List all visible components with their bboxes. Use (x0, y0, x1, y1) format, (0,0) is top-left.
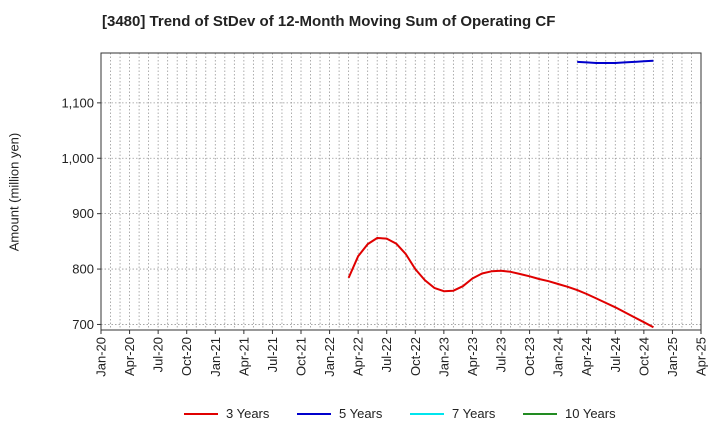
legend-label: 3 Years (226, 406, 270, 421)
x-tick-label: Oct-21 (294, 337, 309, 376)
grid (101, 53, 701, 330)
x-tick-label: Jul-24 (608, 337, 623, 372)
y-tick-label: 700 (72, 317, 94, 332)
x-tick-label: Apr-21 (236, 337, 251, 376)
legend-item: 7 Years (410, 406, 495, 421)
legend-item: 5 Years (297, 406, 382, 421)
x-tick-label: Apr-23 (465, 337, 480, 376)
x-tick-label: Jan-24 (551, 337, 566, 377)
x-tick-label: Apr-24 (579, 337, 594, 376)
legend-swatch (184, 412, 218, 415)
x-tick-label: Jan-22 (322, 337, 337, 377)
legend-swatch (523, 412, 557, 415)
x-tick-label: Oct-24 (636, 337, 651, 376)
x-tick-label: Jan-20 (94, 337, 109, 377)
x-tick-label: Apr-25 (694, 337, 709, 376)
x-tick-label: Apr-22 (351, 337, 366, 376)
legend: 3 Years 5 Years 7 Years 10 Years (0, 406, 720, 424)
x-tick-label: Oct-20 (179, 337, 194, 376)
series-line-3-years (347, 237, 654, 329)
x-tick-label: Jul-23 (494, 337, 509, 372)
legend-item: 10 Years (523, 406, 616, 421)
x-tick-label: Jul-22 (379, 337, 394, 372)
legend-swatch (410, 412, 444, 415)
y-tick-label: 800 (72, 262, 94, 277)
legend-label: 10 Years (565, 406, 616, 421)
x-tick-label: Jan-23 (436, 337, 451, 377)
legend-label: 5 Years (339, 406, 383, 421)
x-tick-label: Oct-22 (408, 337, 423, 376)
y-tick-label: 1,000 (61, 151, 94, 166)
plot-area-frame (100, 52, 702, 331)
ticks: 700 800 900 1,000 1,100 Jan-20 Apr-20 Jul-20 Oct… (61, 95, 708, 376)
x-tick-label: Apr-20 (122, 337, 137, 376)
legend-label: 7 Years (452, 406, 496, 421)
x-tick-label: Jul-21 (265, 337, 280, 372)
y-tick-label: 1,100 (61, 95, 94, 110)
legend-item: 3 Years (184, 406, 269, 421)
x-tick-label: Jan-21 (208, 337, 223, 377)
x-tick-label: Jul-20 (151, 337, 166, 372)
legend-swatch (297, 412, 331, 415)
series-lines (347, 59, 654, 329)
series-line-5-years (577, 59, 654, 64)
x-tick-label: Oct-23 (522, 337, 537, 376)
y-tick-label: 900 (72, 206, 94, 221)
x-tick-label: Jan-25 (665, 337, 680, 377)
chart-title: [3480] Trend of StDev of 12-Month Moving… (102, 13, 556, 30)
